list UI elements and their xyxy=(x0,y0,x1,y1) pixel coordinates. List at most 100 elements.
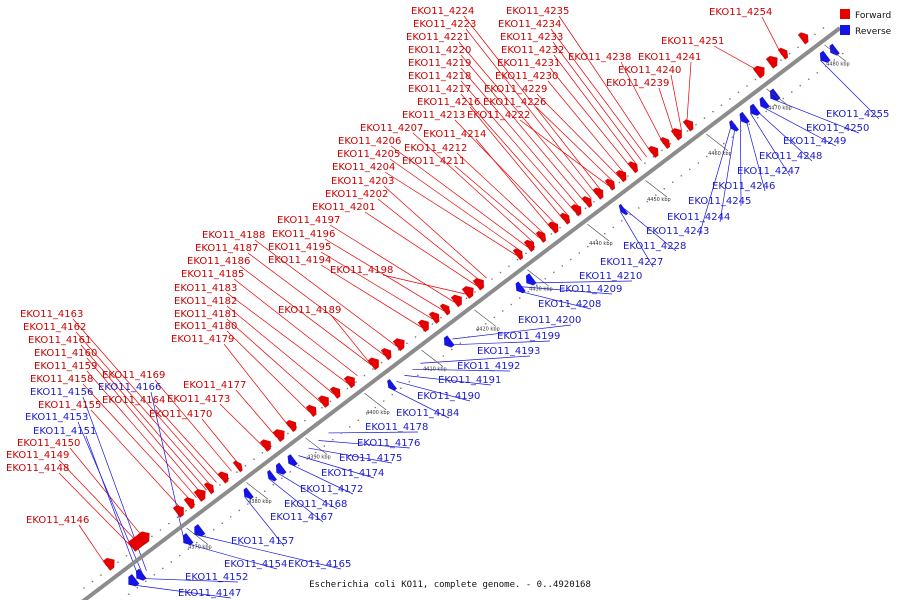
gene-shape xyxy=(512,248,524,261)
reverse-gene-label: EKO11_4243 xyxy=(646,226,709,237)
reverse-gene-label: EKO11_4156 xyxy=(30,387,93,398)
gene-shape xyxy=(439,303,451,316)
reverse-gene xyxy=(525,273,537,286)
reverse-gene xyxy=(443,335,455,348)
legend: Forward Reverse xyxy=(840,9,892,37)
tick-dot xyxy=(91,580,94,583)
scale-tick-label: 4450 kbp xyxy=(647,197,671,203)
tick-dot xyxy=(363,374,366,377)
reverse-leader-line xyxy=(183,542,278,570)
reverse-gene-label: EKO11_4166 xyxy=(98,382,161,393)
reverse-gene-label: EKO11_4175 xyxy=(339,453,402,464)
tick-dot xyxy=(236,471,238,473)
forward-leader-line xyxy=(389,158,522,252)
tick-dot xyxy=(525,252,527,255)
scale-tick-label: 4430 kbp xyxy=(529,286,553,292)
tick-dot xyxy=(754,78,757,81)
forward-gene xyxy=(285,419,297,433)
forward-gene xyxy=(428,311,440,325)
tick-dot xyxy=(780,59,782,61)
tick-dot xyxy=(263,490,266,492)
reverse-gene-label: EKO11_4190 xyxy=(417,391,480,402)
reverse-leader-line xyxy=(516,290,592,310)
gene-shape xyxy=(343,375,356,389)
forward-leader-line xyxy=(463,15,602,192)
tick-dot xyxy=(125,554,128,557)
gene-shape xyxy=(172,505,185,518)
tick-dot xyxy=(663,187,666,190)
tick-dot xyxy=(841,52,844,55)
forward-leader-line xyxy=(454,165,540,239)
reverse-gene xyxy=(739,111,751,124)
forward-leader-line xyxy=(536,93,620,178)
forward-gene-label: EKO11_4162 xyxy=(23,322,86,333)
forward-gene-label: EKO11_4155 xyxy=(38,400,101,411)
forward-gene xyxy=(604,178,616,191)
forward-gene-label: EKO11_4230 xyxy=(495,71,558,82)
reverse-leader-line xyxy=(77,421,143,574)
reverse-gene-label: EKO11_4154 xyxy=(224,559,287,570)
forward-leader-line xyxy=(320,251,433,320)
gene-shape xyxy=(659,136,671,150)
forward-gene-label: EKO11_4169 xyxy=(102,370,165,381)
reverse-leader-line xyxy=(444,340,551,346)
forward-gene xyxy=(615,169,627,183)
tick-dot xyxy=(144,580,147,583)
tick-dot xyxy=(323,445,326,447)
scale-tick-label: 4440 kbp xyxy=(589,241,613,247)
tick-dot xyxy=(372,368,374,370)
forward-leader-line xyxy=(454,119,557,226)
reverse-gene xyxy=(759,96,771,109)
forward-leader-line xyxy=(382,274,466,295)
gene-shape xyxy=(604,178,616,191)
tick-dot xyxy=(703,117,706,119)
forward-gene-label: EKO11_4226 xyxy=(483,97,546,108)
reverse-gene-label: EKO11_4184 xyxy=(396,408,459,419)
gene-shape xyxy=(777,47,789,60)
gene-shape xyxy=(182,532,194,546)
forward-gene-label: EKO11_4159 xyxy=(34,361,97,372)
forward-leader-line xyxy=(254,239,397,347)
reverse-leader-line xyxy=(452,324,572,340)
tick-dot xyxy=(652,155,655,158)
scale-tick-mark xyxy=(824,44,847,62)
tick-dot xyxy=(569,258,572,261)
gene-shape xyxy=(647,145,659,159)
forward-gene xyxy=(559,212,571,225)
gene-shape xyxy=(135,568,147,581)
reverse-gene xyxy=(128,573,140,587)
forward-gene-label: EKO11_4161 xyxy=(28,335,91,346)
gene-shape xyxy=(670,127,683,141)
forward-gene-label: EKO11_4186 xyxy=(187,256,250,267)
tick-dot xyxy=(117,561,119,563)
forward-gene xyxy=(367,357,380,371)
tick-dot xyxy=(399,387,402,389)
forward-leader-line xyxy=(86,370,197,498)
forward-leader-line xyxy=(90,409,182,510)
forward-gene-label: EKO11_4173 xyxy=(167,394,230,405)
gene-shape xyxy=(547,221,559,234)
forward-gene xyxy=(380,347,392,361)
scale-tick-label: 4410 kbp xyxy=(423,367,447,373)
forward-leader-line xyxy=(460,67,580,208)
forward-gene-label: EKO11_4222 xyxy=(467,110,530,121)
forward-leader-line xyxy=(469,106,564,220)
reverse-leader-line xyxy=(740,120,742,207)
forward-leader-line xyxy=(547,80,625,174)
forward-leader-line xyxy=(324,238,444,311)
reverse-gene-label: EKO11_4227 xyxy=(600,257,663,268)
tick-dot xyxy=(170,561,173,563)
tick-dot xyxy=(686,130,689,132)
forward-leader-line xyxy=(465,28,597,196)
forward-leader-line xyxy=(223,343,290,428)
reverse-gene-label: EKO11_4208 xyxy=(538,299,601,310)
reverse-leader-line xyxy=(755,109,813,162)
gene-shape xyxy=(183,497,195,510)
reverse-gene xyxy=(287,453,299,467)
forward-gene xyxy=(592,187,604,200)
reverse-gene-label: EKO11_4199 xyxy=(497,331,560,342)
forward-gene xyxy=(417,319,430,333)
gene-shape xyxy=(275,462,287,475)
gene-features xyxy=(102,32,841,587)
gene-shape xyxy=(749,103,761,117)
